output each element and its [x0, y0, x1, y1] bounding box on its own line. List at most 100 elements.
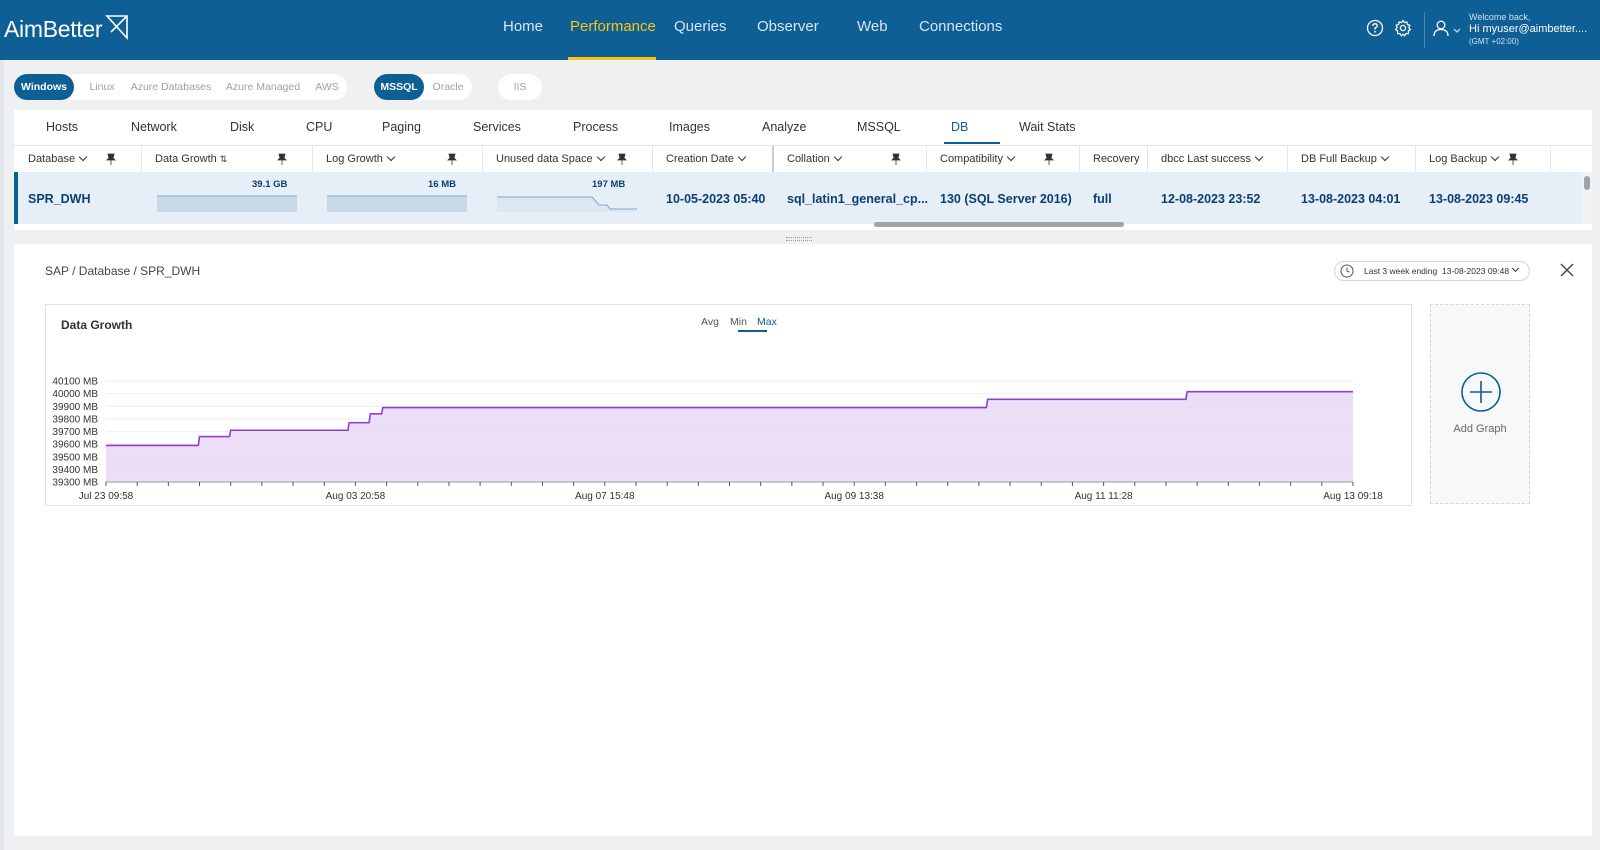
add-graph-label: Add Graph — [1453, 423, 1507, 435]
cell-collation: sql_latin1_general_cp... — [787, 192, 929, 206]
nav-observer[interactable]: Observer — [757, 18, 819, 35]
clock-icon — [1340, 264, 1354, 278]
x-tick-label: Aug 11 11:28 — [1075, 491, 1133, 502]
breadcrumb: SAP / Database / SPR_DWH — [45, 264, 201, 278]
agg-min-tab[interactable]: Min — [730, 316, 747, 328]
tab-hosts[interactable]: Hosts — [46, 120, 78, 134]
col-header-log-growth[interactable]: Log Growth — [326, 152, 396, 165]
col-header-database[interactable]: Database — [28, 152, 88, 165]
tab-db[interactable]: DB — [951, 120, 969, 134]
tab-services[interactable]: Services — [473, 120, 521, 134]
scroll-thumb[interactable] — [1584, 176, 1590, 190]
pin-icon[interactable] — [1508, 153, 1518, 165]
column-divider — [1079, 146, 1080, 172]
y-tick-label: 39600 MB — [52, 440, 98, 451]
col-header-label: Database — [28, 153, 76, 165]
filter-windows[interactable]: Windows — [14, 74, 74, 100]
col-header-db-full-backup[interactable]: DB Full Backup — [1301, 152, 1390, 165]
filter-oracle[interactable]: Oracle — [432, 81, 464, 93]
filter-iis[interactable]: IIS — [513, 81, 527, 93]
tab-cpu[interactable]: CPU — [306, 120, 333, 134]
user-avatar-icon[interactable] — [1432, 19, 1450, 37]
left-side-rail — [0, 60, 4, 850]
filter-azure-databases[interactable]: Azure Databases — [130, 81, 212, 93]
tab-network[interactable]: Network — [131, 120, 177, 134]
filter-aws[interactable]: AWS — [315, 81, 339, 93]
agg-avg-tab[interactable]: Avg — [701, 316, 719, 328]
cell-unused-space-value: 197 MB — [592, 179, 626, 190]
help-icon[interactable] — [1366, 19, 1384, 37]
x-tick-label: Jul 23 09:58 — [79, 491, 134, 502]
welcome-text: Welcome back, — [1469, 12, 1531, 22]
filter-azure-managed[interactable]: Azure Managed — [225, 81, 301, 93]
sort-chevron-icon — [1490, 152, 1500, 162]
db-filter-group: MSSQL Oracle — [374, 74, 472, 100]
column-divider — [1287, 146, 1288, 172]
log-growth-sparkline — [327, 195, 467, 212]
sort-chevron-icon — [1254, 152, 1264, 162]
sort-chevron-icon — [386, 152, 396, 162]
time-range-selector[interactable]: Last 3 week ending 13-08-2023 09:48 — [1334, 261, 1530, 281]
column-divider — [1550, 146, 1551, 172]
nav-queries[interactable]: Queries — [674, 18, 727, 35]
close-icon[interactable] — [1559, 262, 1575, 278]
nav-connections[interactable]: Connections — [919, 18, 1003, 35]
pin-icon[interactable] — [277, 153, 287, 165]
column-divider — [1147, 146, 1148, 172]
user-menu-chevron-icon[interactable] — [1453, 28, 1461, 34]
pin-icon[interactable] — [106, 153, 116, 165]
cell-db-full-backup: 13-08-2023 04:01 — [1301, 192, 1401, 206]
x-tick-label: Aug 07 15:48 — [575, 491, 635, 502]
pin-icon[interactable] — [1044, 153, 1054, 165]
column-divider — [141, 146, 142, 172]
col-header-label: Log Backup — [1429, 153, 1488, 165]
col-header-recovery[interactable]: Recovery — [1093, 153, 1140, 165]
cell-log-growth-value: 16 MB — [428, 179, 456, 190]
tab-paging[interactable]: Paging — [382, 120, 421, 134]
filter-linux[interactable]: Linux — [89, 81, 115, 93]
nav-home[interactable]: Home — [503, 18, 544, 35]
pin-icon[interactable] — [891, 153, 901, 165]
agg-max-tab[interactable]: Max — [757, 316, 777, 328]
col-header-compatibility[interactable]: Compatibility — [940, 152, 1016, 165]
tab-analyze[interactable]: Analyze — [762, 120, 807, 134]
cell-log-backup: 13-08-2023 09:45 — [1429, 192, 1529, 206]
tab-process[interactable]: Process — [573, 120, 619, 134]
plus-circle-icon — [1461, 372, 1501, 412]
col-header-collation[interactable]: Collation — [787, 152, 843, 165]
col-header-log-backup[interactable]: Log Backup — [1429, 152, 1500, 165]
col-header-creation-date[interactable]: Creation Date — [666, 152, 747, 165]
y-tick-label: 40000 MB — [52, 389, 98, 400]
col-header-unused-space[interactable]: Unused data Space — [496, 152, 605, 165]
x-tick-label: Aug 09 13:38 — [824, 491, 884, 502]
table-horizontal-scrollbar[interactable] — [874, 222, 1124, 227]
column-divider — [926, 146, 927, 172]
pin-icon[interactable] — [447, 153, 457, 165]
chevron-down-icon — [1511, 264, 1520, 273]
tab-wait-stats[interactable]: Wait Stats — [1019, 120, 1076, 134]
add-graph-button[interactable]: Add Graph — [1430, 304, 1530, 504]
data-growth-graph-card: Data Growth Avg Min Max 40100 MB 40000 MB… — [45, 304, 1412, 506]
nav-performance[interactable]: Performance — [570, 18, 656, 35]
y-tick-label: 39300 MB — [52, 478, 98, 489]
nav-web[interactable]: Web — [857, 18, 888, 35]
cell-database[interactable]: SPR_DWH — [28, 192, 91, 206]
col-header-label: Compatibility — [940, 153, 1003, 165]
header-divider — [1424, 12, 1425, 48]
filter-mssql[interactable]: MSSQL — [374, 74, 424, 100]
tab-images[interactable]: Images — [669, 120, 710, 134]
tab-mssql[interactable]: MSSQL — [857, 120, 901, 134]
col-header-data-growth[interactable]: Data Growth ⇅ — [155, 153, 227, 165]
col-header-dbcc-last-success[interactable]: dbcc Last success — [1161, 152, 1264, 165]
table-vertical-scrollbar[interactable] — [1582, 172, 1592, 224]
user-name[interactable]: Hi myuser@aimbetter.... — [1469, 23, 1588, 35]
nav-active-indicator — [568, 57, 656, 60]
tab-disk[interactable]: Disk — [230, 120, 255, 134]
os-filter-group: Windows Linux Azure Databases Azure Mana… — [14, 74, 347, 100]
panel-resize-handle[interactable] — [786, 237, 812, 241]
app-logo[interactable]: AimBetter — [4, 16, 103, 42]
tab-active-indicator — [944, 142, 1000, 144]
pin-icon[interactable] — [617, 153, 627, 165]
settings-gear-icon[interactable] — [1394, 19, 1412, 37]
sort-chevron-icon — [833, 152, 843, 162]
